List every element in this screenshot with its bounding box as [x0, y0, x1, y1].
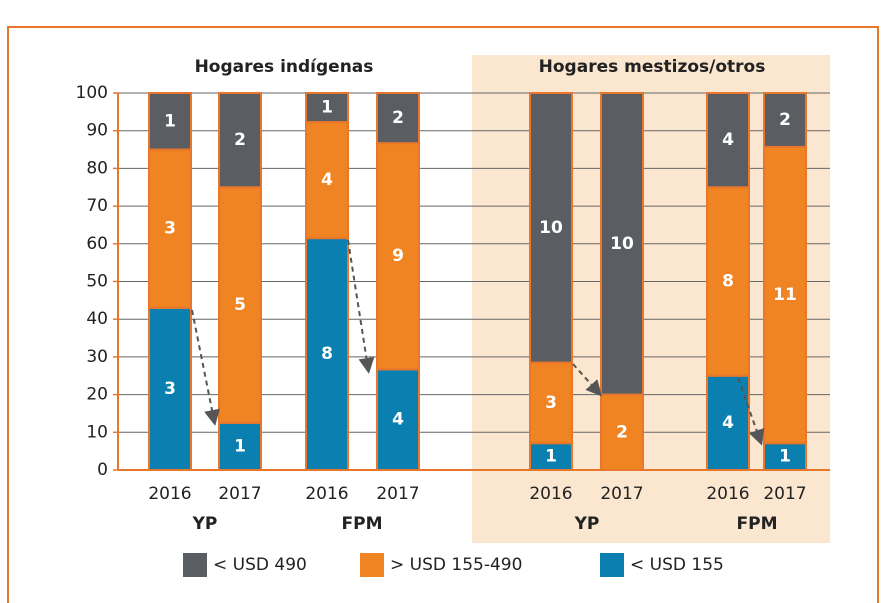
- group-label: YP: [192, 514, 218, 534]
- count-label: 1: [779, 447, 791, 467]
- count-label: 10: [610, 234, 634, 254]
- group-label: YP: [574, 514, 600, 534]
- x-tick-label: 2017: [376, 484, 419, 504]
- bar-segment: [305, 237, 349, 471]
- y-tick-label: 70: [86, 196, 108, 216]
- x-tick-label: 2016: [305, 484, 348, 504]
- bar-segment: [376, 92, 420, 145]
- legend-swatch: [360, 553, 384, 577]
- count-label: 2: [392, 108, 404, 128]
- arrow: [737, 377, 765, 446]
- y-tick-label: 0: [97, 460, 108, 480]
- count-label: 4: [722, 413, 734, 433]
- arrow: [347, 239, 375, 374]
- bar-segment: [529, 442, 573, 472]
- count-label: 8: [321, 344, 333, 364]
- y-tick-label: 40: [86, 309, 108, 329]
- group-label: FPM: [737, 514, 778, 534]
- count-label: 2: [616, 422, 628, 442]
- arrows: [191, 239, 765, 446]
- bar-segment: [529, 361, 573, 445]
- panel-title: Hogares indígenas: [195, 57, 374, 77]
- bar-segment: [218, 186, 262, 424]
- y-tick-label: 100: [76, 83, 108, 103]
- bar-segment: [529, 92, 573, 364]
- y-tick-label: 80: [86, 158, 108, 178]
- bar-segment: [600, 92, 644, 396]
- x-tick-label: 2017: [600, 484, 643, 504]
- count-label: 2: [234, 130, 246, 150]
- count-label: 2: [779, 110, 791, 130]
- x-tick-label: 2016: [529, 484, 572, 504]
- x-tick-label: 2017: [763, 484, 806, 504]
- count-label: 1: [234, 436, 246, 456]
- y-tick-label: 10: [86, 422, 108, 442]
- bar-segment: [305, 121, 349, 240]
- bar-segment: [763, 145, 807, 445]
- count-label: 4: [321, 170, 333, 190]
- y-tick-label: 90: [86, 121, 108, 141]
- count-label: 3: [164, 379, 176, 399]
- count-label: 1: [321, 98, 333, 118]
- count-label: 8: [722, 272, 734, 292]
- y-tick-label: 20: [86, 385, 108, 405]
- bar-segment: [148, 92, 192, 151]
- count-label: 1: [164, 111, 176, 131]
- frame: [7, 26, 879, 603]
- legend-label: > USD 155-490: [390, 555, 522, 575]
- y-tick-label: 60: [86, 234, 108, 254]
- y-tick-label: 50: [86, 272, 108, 292]
- panel-title: Hogares mestizos/otros: [539, 57, 766, 77]
- count-label: 10: [539, 218, 563, 238]
- group-label: FPM: [342, 514, 383, 534]
- x-tick-label: 2016: [148, 484, 191, 504]
- x-tick-label: 2017: [218, 484, 261, 504]
- count-label: 3: [164, 219, 176, 239]
- x-tick-label: 2016: [706, 484, 749, 504]
- bar-segment: [305, 92, 349, 124]
- count-label: 11: [773, 285, 797, 305]
- arrow: [191, 309, 220, 426]
- bar-segment: [763, 92, 807, 148]
- count-label: 1: [545, 447, 557, 467]
- legend-swatch: [600, 553, 624, 577]
- bar-segment: [706, 92, 750, 189]
- bar-segment: [148, 148, 192, 309]
- count-label: 3: [545, 393, 557, 413]
- arrow: [572, 363, 602, 397]
- legend-swatch: [183, 553, 207, 577]
- count-label: 5: [234, 295, 246, 315]
- count-label: 9: [392, 246, 404, 266]
- legend-label: < USD 490: [213, 555, 307, 575]
- bar-segment: [218, 92, 262, 189]
- count-label: 4: [392, 410, 404, 430]
- legend-label: < USD 155: [630, 555, 724, 575]
- count-label: 4: [722, 130, 734, 150]
- y-tick-label: 30: [86, 347, 108, 367]
